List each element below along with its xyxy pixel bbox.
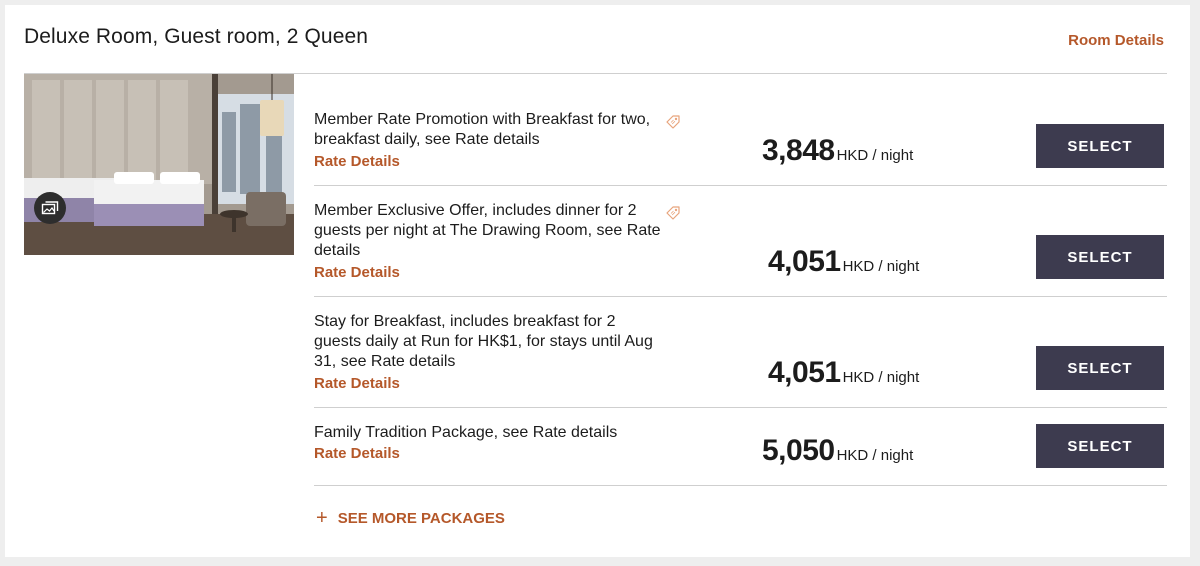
room-photo[interactable] bbox=[24, 74, 294, 255]
see-more-label: SEE MORE PACKAGES bbox=[337, 509, 505, 527]
tag-icon bbox=[666, 206, 680, 220]
rate-row: Member Exclusive Offer, includes dinner … bbox=[314, 201, 1167, 296]
rate-description: Stay for Breakfast, includes breakfast f… bbox=[314, 313, 653, 370]
tag-icon bbox=[666, 115, 680, 129]
divider bbox=[314, 185, 1167, 186]
select-button[interactable]: SELECT bbox=[1036, 346, 1164, 390]
select-button[interactable]: SELECT bbox=[1036, 124, 1164, 168]
divider bbox=[314, 296, 1167, 297]
rate-row: Stay for Breakfast, includes breakfast f… bbox=[314, 312, 1167, 407]
rate-row: Family Tradition Package, see Rate detai… bbox=[314, 423, 1167, 485]
gallery-icon bbox=[41, 201, 59, 215]
select-button[interactable]: SELECT bbox=[1036, 424, 1164, 468]
price: 3,848 HKD / night bbox=[762, 134, 913, 168]
rate-details-link[interactable]: Rate Details bbox=[314, 375, 400, 392]
rate-description: Family Tradition Package, see Rate detai… bbox=[314, 424, 618, 441]
price: 5,050 HKD / night bbox=[762, 434, 913, 468]
rate-details-link[interactable]: Rate Details bbox=[314, 153, 400, 170]
price-amount: 4,051 bbox=[768, 356, 841, 389]
room-title: Deluxe Room, Guest room, 2 Queen bbox=[24, 25, 369, 48]
plus-icon: + bbox=[316, 507, 328, 529]
room-details-link[interactable]: Room Details bbox=[1068, 32, 1164, 49]
price-unit: HKD / night bbox=[836, 147, 914, 164]
room-card: Deluxe Room, Guest room, 2 Queen Room De… bbox=[5, 5, 1190, 557]
price-amount: 4,051 bbox=[768, 245, 841, 278]
price-amount: 5,050 bbox=[762, 434, 835, 467]
price: 4,051 HKD / night bbox=[768, 356, 919, 390]
price-amount: 3,848 bbox=[762, 134, 835, 167]
price-unit: HKD / night bbox=[842, 369, 920, 386]
rate-description: Member Rate Promotion with Breakfast for… bbox=[314, 111, 651, 148]
rate-row: Member Rate Promotion with Breakfast for… bbox=[314, 110, 1167, 185]
select-button[interactable]: SELECT bbox=[1036, 235, 1164, 279]
divider bbox=[314, 485, 1167, 486]
rate-description: Member Exclusive Offer, includes dinner … bbox=[314, 202, 661, 259]
see-more-packages-button[interactable]: + SEE MORE PACKAGES bbox=[316, 508, 505, 528]
divider bbox=[24, 73, 1167, 74]
divider bbox=[314, 407, 1167, 408]
price-unit: HKD / night bbox=[836, 447, 914, 464]
rate-details-link[interactable]: Rate Details bbox=[314, 445, 400, 462]
room-photo-illustration bbox=[24, 74, 294, 255]
photo-gallery-button[interactable] bbox=[34, 192, 66, 224]
rate-details-link[interactable]: Rate Details bbox=[314, 264, 400, 281]
price: 4,051 HKD / night bbox=[768, 245, 919, 279]
price-unit: HKD / night bbox=[842, 258, 920, 275]
